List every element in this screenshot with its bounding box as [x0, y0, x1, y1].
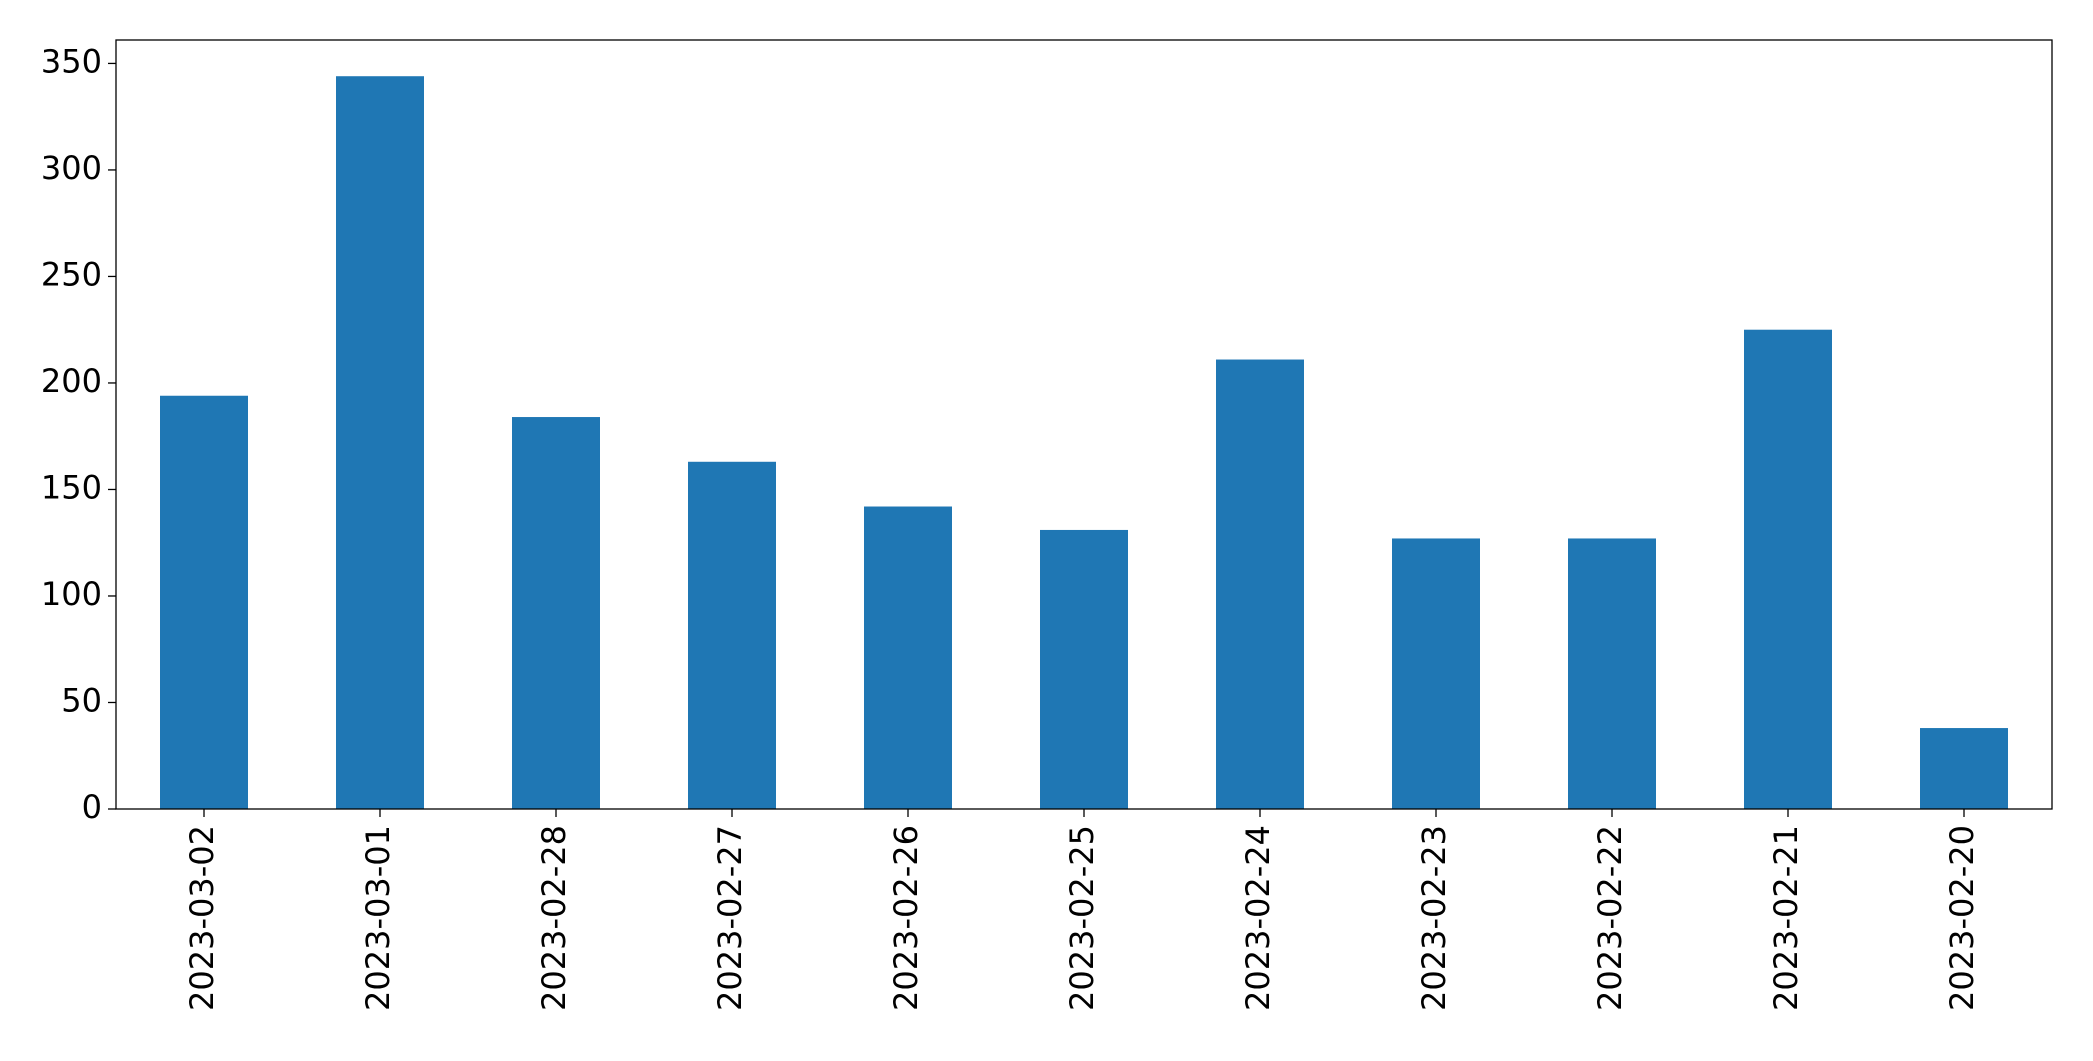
bar — [336, 76, 424, 809]
x-tick-label: 2023-02-26 — [887, 825, 925, 1011]
bar — [688, 461, 776, 809]
y-tick-label: 0 — [82, 788, 102, 826]
x-tick-label: 2023-02-27 — [711, 825, 749, 1011]
plot-frame — [115, 39, 2053, 810]
y-tick-label: 200 — [41, 362, 102, 400]
x-tick-label: 2023-02-23 — [1415, 825, 1453, 1011]
y-tick-label: 100 — [41, 575, 102, 613]
bar — [1216, 359, 1304, 809]
bar — [512, 417, 600, 809]
x-tick-label: 2023-02-25 — [1063, 825, 1101, 1011]
y-tick-label: 250 — [41, 255, 102, 293]
y-tick-label: 300 — [41, 149, 102, 187]
x-tick-label: 2023-03-01 — [359, 825, 397, 1011]
y-tick-label: 50 — [61, 681, 102, 719]
y-tick-label: 150 — [41, 468, 102, 506]
x-tick-label: 2023-02-21 — [1767, 825, 1805, 1011]
bar — [1040, 529, 1128, 809]
bar — [1392, 538, 1480, 809]
y-tick-label: 350 — [41, 42, 102, 80]
bar — [1568, 538, 1656, 809]
bar — [1920, 728, 2008, 809]
bar — [864, 506, 952, 809]
x-tick-label: 2023-02-24 — [1239, 825, 1277, 1011]
bar — [1744, 329, 1832, 809]
x-tick-label: 2023-02-28 — [535, 825, 573, 1011]
x-tick-label: 2023-02-22 — [1591, 825, 1629, 1011]
x-tick-label: 2023-02-20 — [1943, 825, 1981, 1011]
bar — [160, 395, 248, 809]
x-tick-label: 2023-03-02 — [183, 825, 221, 1011]
